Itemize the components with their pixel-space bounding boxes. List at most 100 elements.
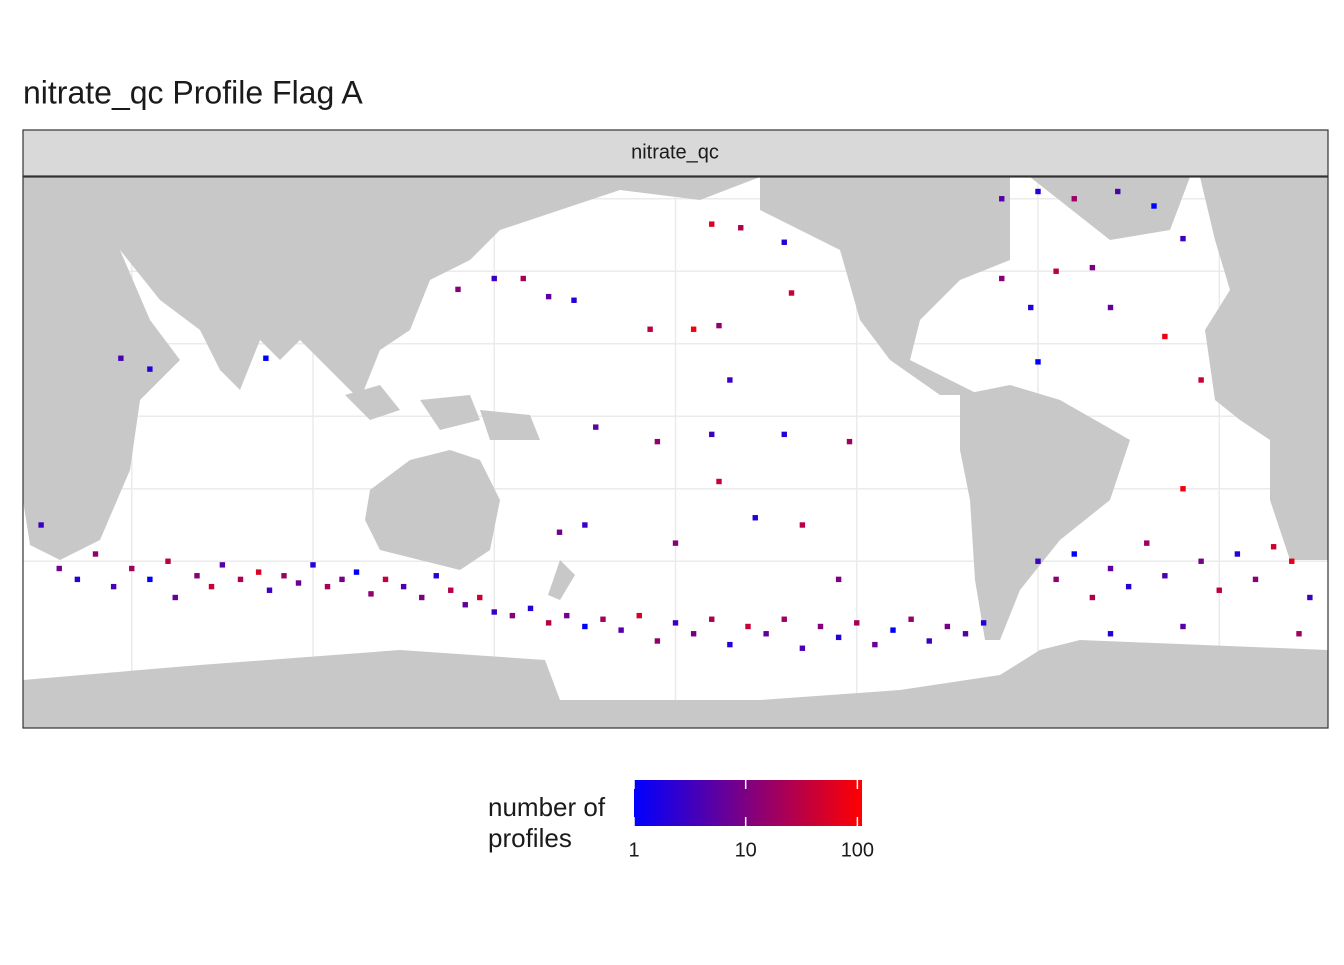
- profile-cell: [647, 326, 653, 332]
- colorbar-tick-label: 100: [841, 839, 874, 861]
- profile-cell: [926, 638, 932, 644]
- profile-cell: [477, 594, 483, 601]
- profile-cell: [74, 576, 81, 583]
- profile-cell: [110, 583, 117, 590]
- land: [23, 177, 1328, 728]
- profile-cell: [324, 583, 331, 590]
- profile-cell: [835, 576, 842, 583]
- profile-cell: [520, 275, 526, 282]
- profile-cell: [208, 583, 215, 590]
- profile-cell: [448, 587, 454, 593]
- cells: [38, 188, 1313, 651]
- profile-cell: [854, 620, 860, 626]
- profile-cell: [781, 431, 787, 438]
- profile-cell: [817, 623, 824, 630]
- profile-cell: [1289, 558, 1295, 564]
- profile-cell: [835, 634, 842, 641]
- profile-cell: [1071, 551, 1077, 557]
- profile-cell: [1028, 304, 1034, 311]
- profile-cell: [339, 576, 345, 583]
- profile-cell: [727, 377, 733, 383]
- profile-cell: [763, 631, 769, 637]
- profile-cell: [1180, 235, 1186, 242]
- profile-cell: [944, 623, 951, 630]
- profile-cell: [654, 438, 661, 445]
- profile-cell: [890, 627, 896, 633]
- profile-cell: [1307, 594, 1313, 601]
- profile-cell: [545, 620, 552, 626]
- profile-cell: [400, 583, 407, 590]
- profile-cell: [1089, 594, 1096, 601]
- antarctica: [23, 640, 1328, 728]
- profile-cell: [716, 478, 722, 485]
- profile-cell: [1252, 576, 1259, 583]
- profile-cell: [1035, 188, 1041, 195]
- profile-cell: [353, 569, 360, 575]
- profile-cell: [999, 275, 1005, 282]
- profile-cell: [266, 587, 273, 593]
- profile-cell: [781, 239, 787, 245]
- profile-cell: [636, 612, 642, 619]
- colorbar-ticks: 1 10 100: [628, 780, 874, 861]
- legend-title: number of profiles: [488, 792, 606, 853]
- profile-cell: [672, 620, 679, 626]
- profile-cell: [462, 602, 468, 608]
- profile-cell: [556, 529, 563, 535]
- profile-cell: [295, 580, 302, 586]
- panel-border: [22, 176, 1329, 729]
- profile-cell: [1296, 631, 1302, 637]
- profile-cell: [1107, 565, 1114, 572]
- profile-cell: [600, 616, 606, 622]
- facet-label: nitrate_qc: [631, 141, 719, 163]
- profile-cell: [690, 631, 697, 637]
- profile-cell: [1216, 587, 1222, 593]
- profile-cell: [1107, 631, 1114, 637]
- profile-cell: [980, 620, 987, 626]
- profile-cell: [545, 293, 552, 300]
- profile-cell: [219, 562, 226, 568]
- profile-cell: [118, 355, 124, 361]
- profile-cell: [709, 616, 715, 622]
- profile-cell: [1053, 268, 1059, 274]
- south-america: [960, 385, 1130, 640]
- profile-cell: [509, 612, 516, 619]
- profile-cell: [527, 605, 534, 612]
- profile-cell: [709, 431, 715, 438]
- profile-cell: [147, 366, 153, 372]
- profile-cell: [1071, 196, 1077, 202]
- profile-cell: [593, 424, 599, 430]
- profile-cell: [582, 623, 588, 630]
- profile-cell: [172, 594, 178, 601]
- profile-cell: [38, 522, 44, 528]
- profile-cell: [1089, 264, 1096, 271]
- profile-cell: [1198, 558, 1204, 564]
- profile-cell: [92, 551, 99, 557]
- new-zealand: [548, 560, 575, 600]
- profile-cell: [846, 438, 853, 445]
- profile-cell: [382, 576, 389, 583]
- greenland: [1030, 177, 1190, 240]
- profile-cell: [745, 623, 751, 630]
- profile-cell: [255, 569, 262, 575]
- profile-cell: [1151, 203, 1157, 209]
- profile-cell: [1115, 188, 1121, 195]
- profile-cell: [263, 355, 269, 361]
- profile-cell: [799, 522, 806, 528]
- profile-cell: [491, 609, 497, 615]
- profile-cell: [1035, 359, 1041, 365]
- profile-cell: [419, 594, 425, 601]
- profile-cell: [455, 286, 461, 293]
- colorbar-tick-label: 1: [628, 839, 639, 861]
- profile-cell: [799, 645, 806, 651]
- profile-cell: [752, 515, 758, 521]
- profile-cell: [129, 565, 135, 572]
- profile-cell: [310, 562, 316, 568]
- profile-cell: [194, 573, 200, 579]
- profile-cell: [1180, 623, 1186, 630]
- colorbar-tick-label: 10: [735, 839, 757, 861]
- facet-strip: [22, 129, 1329, 177]
- profile-cell: [564, 612, 570, 619]
- profile-cell: [738, 225, 744, 231]
- profile-cell: [368, 591, 374, 597]
